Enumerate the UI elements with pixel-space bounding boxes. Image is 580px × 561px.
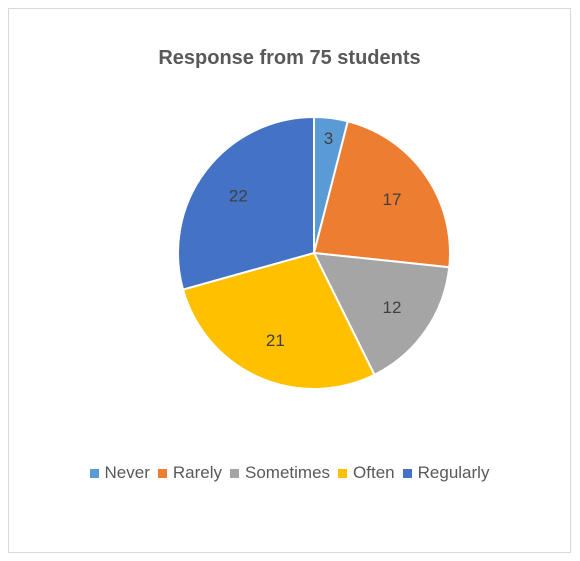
- legend-item-rarely: Rarely: [157, 463, 223, 483]
- legend-swatch-often: [338, 468, 348, 478]
- legend-item-never: Never: [89, 463, 150, 483]
- legend-label-sometimes: Sometimes: [245, 463, 331, 482]
- legend-item-regularly: Regularly: [402, 463, 490, 483]
- pie-slice-regularly: [177, 115, 315, 291]
- legend-label-never: Never: [104, 463, 150, 482]
- data-label-never: 3: [324, 129, 333, 148]
- legend-label-rarely: Rarely: [172, 463, 223, 482]
- legend: Never Rarely Sometimes Often Regularly: [9, 463, 570, 483]
- chart-title: Response from 75 students: [158, 47, 421, 69]
- pie-slice-often: [181, 251, 376, 390]
- pie-slice-sometimes: [312, 251, 451, 377]
- data-label-rarely: 17: [383, 190, 402, 209]
- data-label-often: 21: [266, 331, 285, 350]
- data-label-regularly: 22: [229, 187, 248, 206]
- legend-swatch-sometimes: [230, 468, 240, 478]
- legend-label-regularly: Regularly: [417, 463, 490, 482]
- legend-item-sometimes: Sometimes: [230, 463, 330, 483]
- legend-swatch-never: [89, 468, 99, 478]
- legend-swatch-rarely: [157, 468, 167, 478]
- legend-item-often: Often: [338, 463, 395, 483]
- legend-swatch-regularly: [402, 468, 412, 478]
- data-label-sometimes: 12: [383, 298, 402, 317]
- pie-slice-rarely: [312, 120, 451, 269]
- legend-label-often: Often: [353, 463, 395, 482]
- pie-chart: 3 17 12 21 22: [177, 115, 451, 390]
- chart-area: Response from 75 students 3 17 12 21 22 Neve…: [8, 8, 571, 553]
